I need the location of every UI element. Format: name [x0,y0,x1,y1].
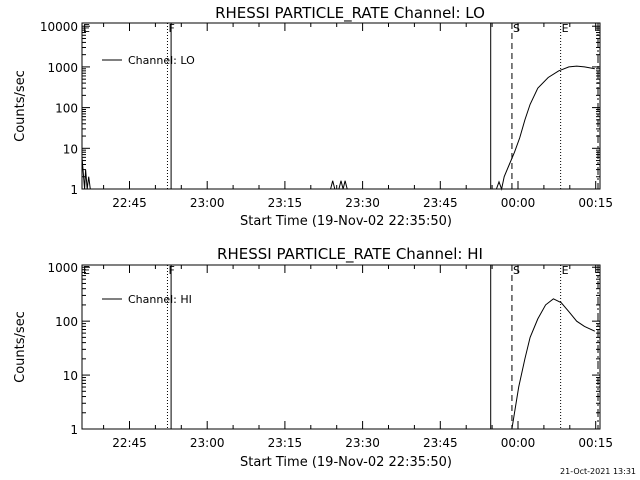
hi-channel-panel: RHESSI PARTICLE_RATE Channel: HI Counts/… [13,245,613,470]
hi-x-tick-label: 23:15 [268,436,303,450]
hi-x-tick-label: 00:00 [501,436,536,450]
hi-y-tick-label: 1000 [47,261,78,275]
lo-channel-panel: RHESSI PARTICLE_RATE Channel: LO Counts/… [13,4,613,229]
hi-legend-label: Channel: HI [128,293,192,306]
hi-x-tick-label: 23:45 [423,436,458,450]
hi-x-tick-label: 22:45 [112,436,147,450]
lo-series-line [81,65,595,191]
lo-x-tick-label: 23:45 [423,196,458,210]
hi-y-tick-label: 1 [70,423,78,437]
lo-x-tick-label: 22:45 [112,196,147,210]
hi-x-axis-label: Start Time (19-Nov-02 22:35:50) [240,455,452,470]
lo-series-layer [81,65,595,191]
lo-y-tick-label: 100 [55,102,78,116]
lo-marker-label: E [562,22,569,35]
lo-x-tick-label: 23:15 [268,196,303,210]
lo-y-axis-label: Counts/sec [13,70,28,142]
lo-marker-label: E [83,22,90,35]
hi-marker-label: E [562,264,569,277]
lo-y-tick-label: 10000 [40,20,78,34]
hi-y-tick-label: 100 [55,315,78,329]
lo-ticks-layer: 22:45 23:00 23:15 23:30 23:45 00:00 00:15 1 10 10… [40,20,613,210]
hi-marker-label: F [168,264,174,277]
hi-y-tick-label: 10 [63,369,78,383]
lo-marker-label: F [168,22,174,35]
hi-marker-label: E [83,264,90,277]
hi-x-tick-label: 00:15 [578,436,613,450]
footer-timestamp: 21-Oct-2021 13:31 [560,467,636,476]
hi-x-tick-label: 23:30 [345,436,380,450]
lo-x-tick-label: 23:00 [190,196,225,210]
lo-x-tick-label: 00:00 [501,196,536,210]
lo-chart-title: RHESSI PARTICLE_RATE Channel: LO [215,4,485,23]
lo-y-tick-label: 1000 [47,61,78,75]
lo-x-tick-label: 00:15 [578,196,613,210]
lo-x-axis-label: Start Time (19-Nov-02 22:35:50) [240,214,452,229]
lo-legend-label: Channel: LO [128,54,195,67]
lo-x-tick-label: 23:30 [345,196,380,210]
lo-y-tick-label: 10 [63,142,78,156]
hi-chart-title: RHESSI PARTICLE_RATE Channel: HI [217,245,483,264]
hi-series-layer [511,298,596,430]
hi-marker-label: S [513,264,520,277]
hi-y-axis-label: Counts/sec [13,311,28,383]
lo-marker-label: S [513,22,520,35]
hi-series-line [511,298,596,430]
lo-y-tick-label: 1 [70,183,78,197]
hi-x-tick-label: 23:00 [190,436,225,450]
